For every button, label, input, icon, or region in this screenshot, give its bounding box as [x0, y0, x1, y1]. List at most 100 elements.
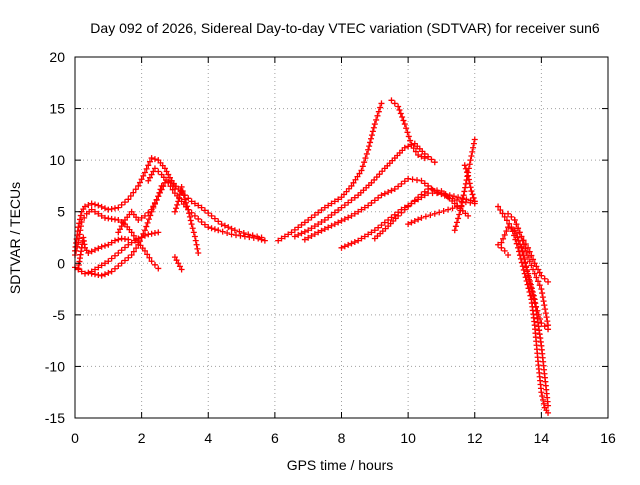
data-point — [315, 229, 322, 236]
data-point — [463, 169, 470, 176]
data-point — [525, 272, 532, 279]
data-point — [98, 203, 105, 210]
data-point — [541, 275, 548, 282]
series-track-r — [461, 162, 478, 205]
data-point — [315, 221, 322, 228]
y-tick-label: -5 — [53, 307, 66, 323]
data-point — [301, 228, 308, 235]
data-point — [91, 271, 98, 278]
data-point — [101, 260, 108, 267]
data-point — [115, 263, 122, 270]
data-point — [405, 221, 412, 228]
data-point — [466, 161, 473, 168]
data-point — [180, 192, 187, 199]
data-point — [515, 225, 522, 232]
data-point — [379, 168, 386, 175]
data-point — [545, 409, 552, 416]
x-tick-label: 10 — [400, 430, 416, 446]
data-point — [78, 219, 85, 226]
data-point — [318, 219, 325, 226]
data-point — [388, 97, 395, 104]
data-point — [188, 198, 195, 205]
data-point — [381, 219, 388, 226]
data-points — [72, 97, 552, 416]
data-point — [388, 214, 395, 221]
data-point — [321, 204, 328, 211]
y-tick-label: -10 — [45, 358, 65, 374]
data-point — [331, 221, 338, 228]
data-point — [368, 132, 375, 139]
data-point — [518, 243, 525, 250]
data-point — [538, 320, 545, 327]
data-point — [291, 226, 298, 233]
data-point — [418, 153, 425, 160]
data-point — [499, 210, 506, 217]
data-point — [401, 144, 408, 151]
data-point — [278, 235, 285, 242]
data-point — [469, 191, 476, 198]
data-point — [528, 287, 535, 294]
data-point — [184, 203, 191, 210]
data-point — [98, 262, 105, 269]
y-tick-label: 20 — [49, 49, 65, 65]
data-point — [321, 226, 328, 233]
data-point — [115, 236, 122, 243]
data-point — [281, 233, 288, 240]
data-point — [127, 192, 134, 199]
data-point — [285, 231, 292, 238]
data-point — [400, 117, 407, 124]
data-point — [465, 212, 472, 219]
data-point — [81, 203, 88, 210]
data-point — [125, 241, 132, 248]
data-point — [396, 107, 403, 114]
data-point — [145, 216, 152, 223]
data-point — [361, 204, 368, 211]
data-point — [76, 231, 83, 238]
data-point — [95, 245, 102, 252]
data-point — [88, 206, 95, 213]
data-point — [125, 196, 132, 203]
data-point — [414, 177, 421, 184]
data-point — [368, 179, 375, 186]
data-point — [136, 179, 143, 186]
data-point — [368, 199, 375, 206]
series-track-t — [498, 224, 552, 409]
data-point — [168, 177, 175, 184]
data-point — [519, 247, 526, 254]
data-point — [362, 155, 369, 162]
data-point — [431, 210, 438, 217]
data-point — [351, 210, 358, 217]
data-point — [146, 174, 153, 181]
data-point — [525, 244, 532, 251]
data-point — [88, 270, 95, 277]
data-point — [195, 249, 202, 256]
data-point — [403, 125, 410, 132]
data-point — [161, 165, 168, 172]
data-point — [155, 193, 162, 200]
data-point — [535, 278, 542, 285]
data-point — [391, 100, 398, 107]
data-point — [538, 286, 545, 293]
data-point — [545, 278, 552, 285]
data-point — [518, 233, 525, 240]
data-point — [195, 202, 202, 209]
data-point — [135, 216, 142, 223]
data-point — [77, 212, 84, 219]
data-point — [328, 222, 335, 229]
data-point — [381, 190, 388, 197]
data-point — [218, 221, 225, 228]
data-point — [241, 233, 248, 240]
data-point — [440, 208, 447, 215]
data-point — [538, 272, 545, 279]
data-point — [308, 214, 315, 221]
data-point — [375, 108, 382, 115]
data-point — [194, 245, 201, 252]
data-point — [358, 206, 365, 213]
data-point — [354, 173, 361, 180]
data-point — [187, 217, 194, 224]
data-point — [541, 302, 548, 309]
data-point — [181, 196, 188, 203]
data-point — [77, 227, 84, 234]
data-point — [121, 257, 128, 264]
